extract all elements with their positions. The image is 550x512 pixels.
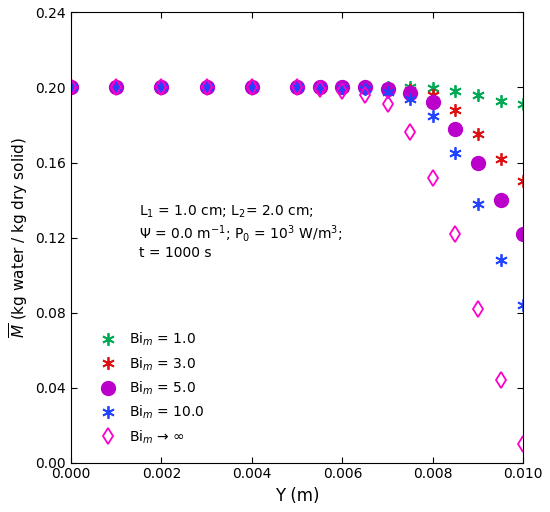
X-axis label: Y (m): Y (m) [275, 487, 320, 505]
Y-axis label: $\overline{M}$ (kg water / kg dry solid): $\overline{M}$ (kg water / kg dry solid) [7, 137, 30, 338]
Text: L$_1$ = 1.0 cm; L$_2$= 2.0 cm;
$\Psi$ = 0.0 m$^{-1}$; P$_0$ = 10$^3$ W/m$^3$;
t : L$_1$ = 1.0 cm; L$_2$= 2.0 cm; $\Psi$ = … [139, 204, 342, 261]
Legend: Bi$_m$ = 1.0, Bi$_m$ = 3.0, Bi$_m$ = 5.0, Bi$_m$ = 10.0, Bi$_m$ → ∞: Bi$_m$ = 1.0, Bi$_m$ = 3.0, Bi$_m$ = 5.0… [91, 325, 210, 451]
